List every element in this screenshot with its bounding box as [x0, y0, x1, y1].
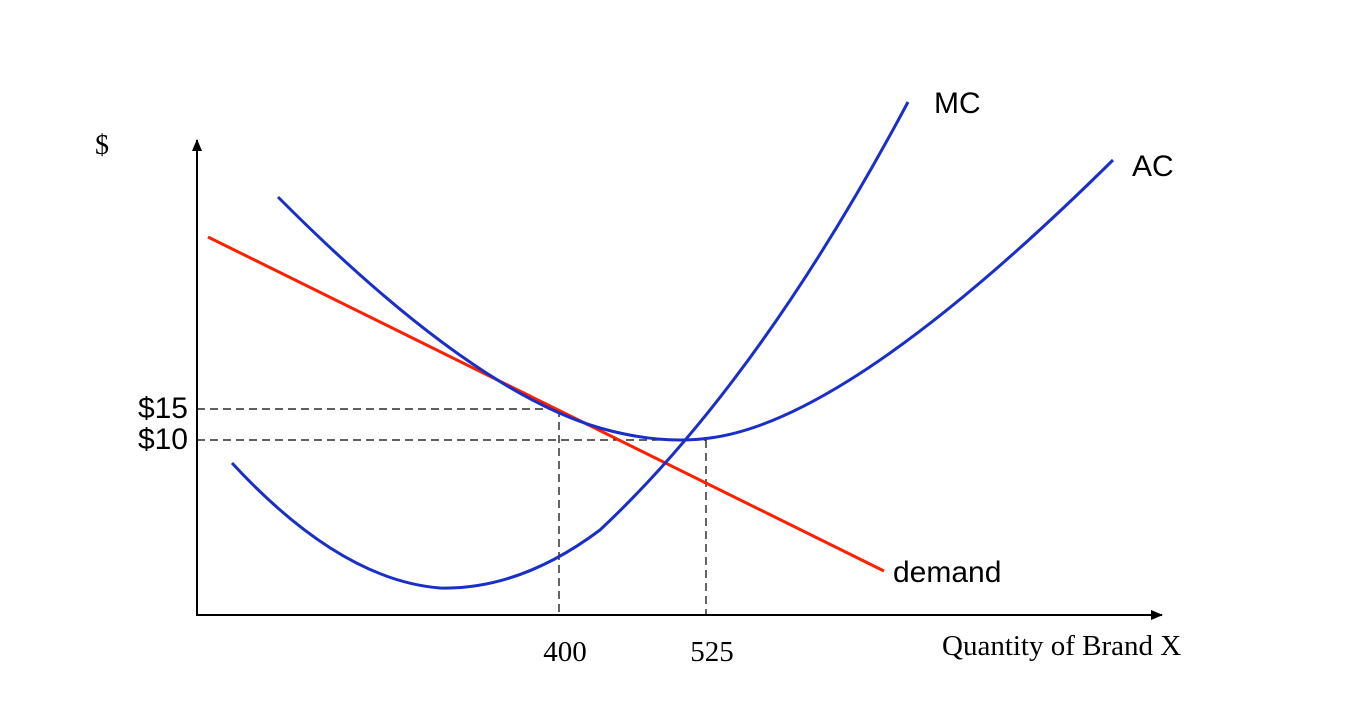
mc-curve: [230, 101, 910, 590]
curve-label: MC: [934, 87, 981, 120]
curve-label: demand: [893, 556, 1001, 589]
quantity-label: 525: [690, 636, 734, 668]
price-label: $10: [138, 423, 188, 456]
price-label: $15: [138, 392, 188, 425]
x-axis-label: Quantity of Brand X: [942, 630, 1181, 662]
y-axis-label: $: [95, 130, 109, 161]
quantity-label: 400: [543, 636, 587, 668]
demand-curve: [207, 235, 885, 573]
curve-label: AC: [1132, 150, 1174, 183]
ac-curve: [276, 158, 1115, 442]
